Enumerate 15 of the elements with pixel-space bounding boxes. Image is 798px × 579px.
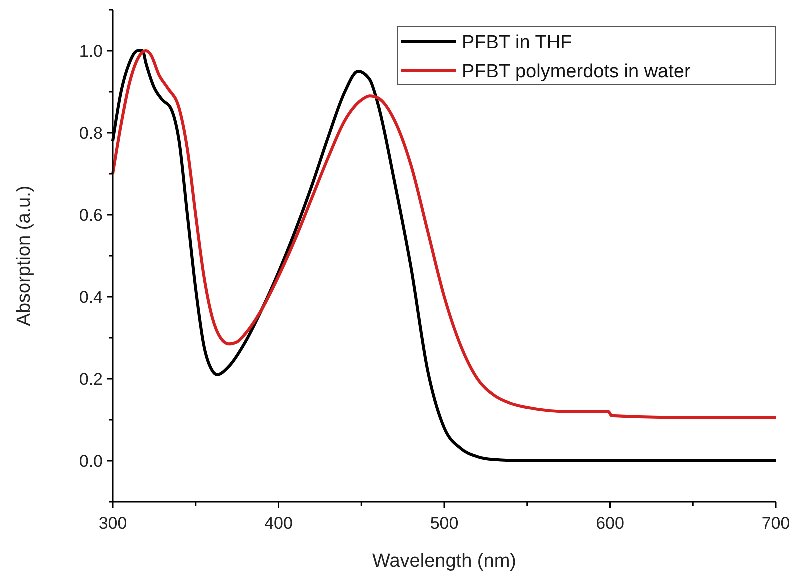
y-tick-label: 0.4 (79, 288, 103, 307)
x-tick-label: 500 (430, 514, 459, 533)
y-axis-title: Absorption (a.u.) (14, 186, 35, 326)
y-tick-label: 1.0 (79, 42, 103, 61)
y-tick-label: 0.8 (79, 124, 103, 143)
y-tick-label: 0.0 (79, 452, 103, 471)
x-tick-label: 700 (762, 514, 790, 533)
x-tick-label: 600 (596, 514, 624, 533)
legend-label: PFBT in THF (462, 32, 572, 54)
x-tick-label: 400 (264, 514, 293, 533)
x-tick-label: 300 (98, 514, 128, 533)
legend-label: PFBT polymerdots in water (462, 62, 692, 83)
y-tick-label: 0.6 (79, 206, 103, 225)
y-tick-label: 0.2 (79, 370, 103, 389)
x-axis-title: Wavelength (nm) (372, 551, 516, 572)
